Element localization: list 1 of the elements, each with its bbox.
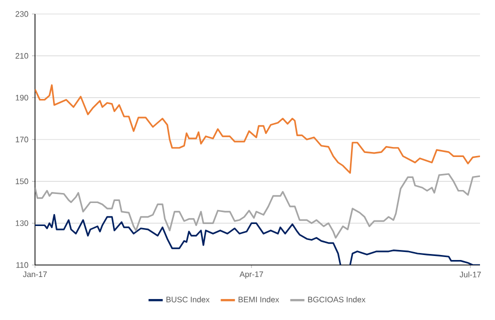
line-series — [35, 173, 480, 239]
